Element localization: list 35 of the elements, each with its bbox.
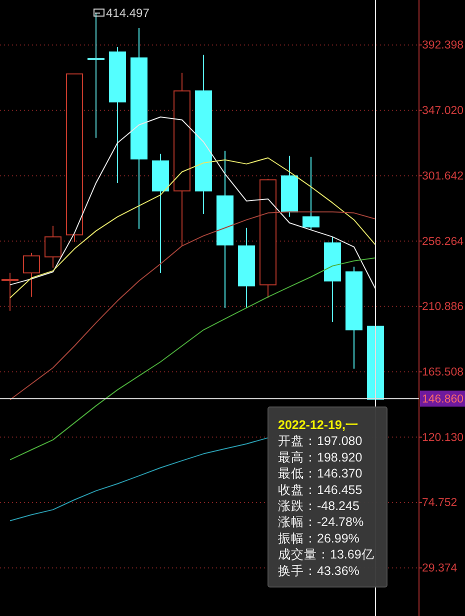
annotation: 成交量：13.69亿 [278,546,374,562]
y-tick-label: 29.374 [422,562,458,575]
y-tick-label: 392.398 [422,40,464,52]
y-tick-label: 347.020 [422,105,464,117]
candlestick [130,27,148,230]
line-series [10,157,376,298]
y-tick-label: 210.886 [422,301,464,314]
candlestick [216,150,234,308]
ref-line-label: 146.860 [422,394,464,406]
y-tick-label: 120.130 [422,432,464,444]
annotation: 2022-12-19,一 [278,418,358,432]
candlestick [88,12,104,138]
candlestick [195,54,212,214]
line-series [10,437,268,522]
candlestick [152,153,169,274]
annotation: 414.497 [106,6,150,20]
annotation: 振幅：26.99% [278,531,360,546]
annotation: 收盘：146.455 [278,482,362,497]
candlestick [174,72,190,246]
annotation: 涨幅：-24.78% [278,515,364,530]
line-series [10,211,376,400]
annotation: 涨跌：-48.245 [278,499,360,513]
annotation: 开盘：197.080 [278,434,362,448]
candlestick [44,225,62,268]
y-tick-label: 74.752 [422,497,458,510]
annotation: 最高：198.920 [278,449,362,464]
candlestick [109,46,126,184]
candlestick [238,227,255,308]
annotation: 最低：146.370 [278,466,362,481]
candlestick [281,155,298,218]
candlestick [346,266,362,370]
y-tick-label: 256.264 [422,236,464,248]
annotation: 换手：43.36% [278,564,360,578]
y-tick-label: 165.508 [422,366,464,378]
y-tick-label: 301.642 [422,170,464,182]
